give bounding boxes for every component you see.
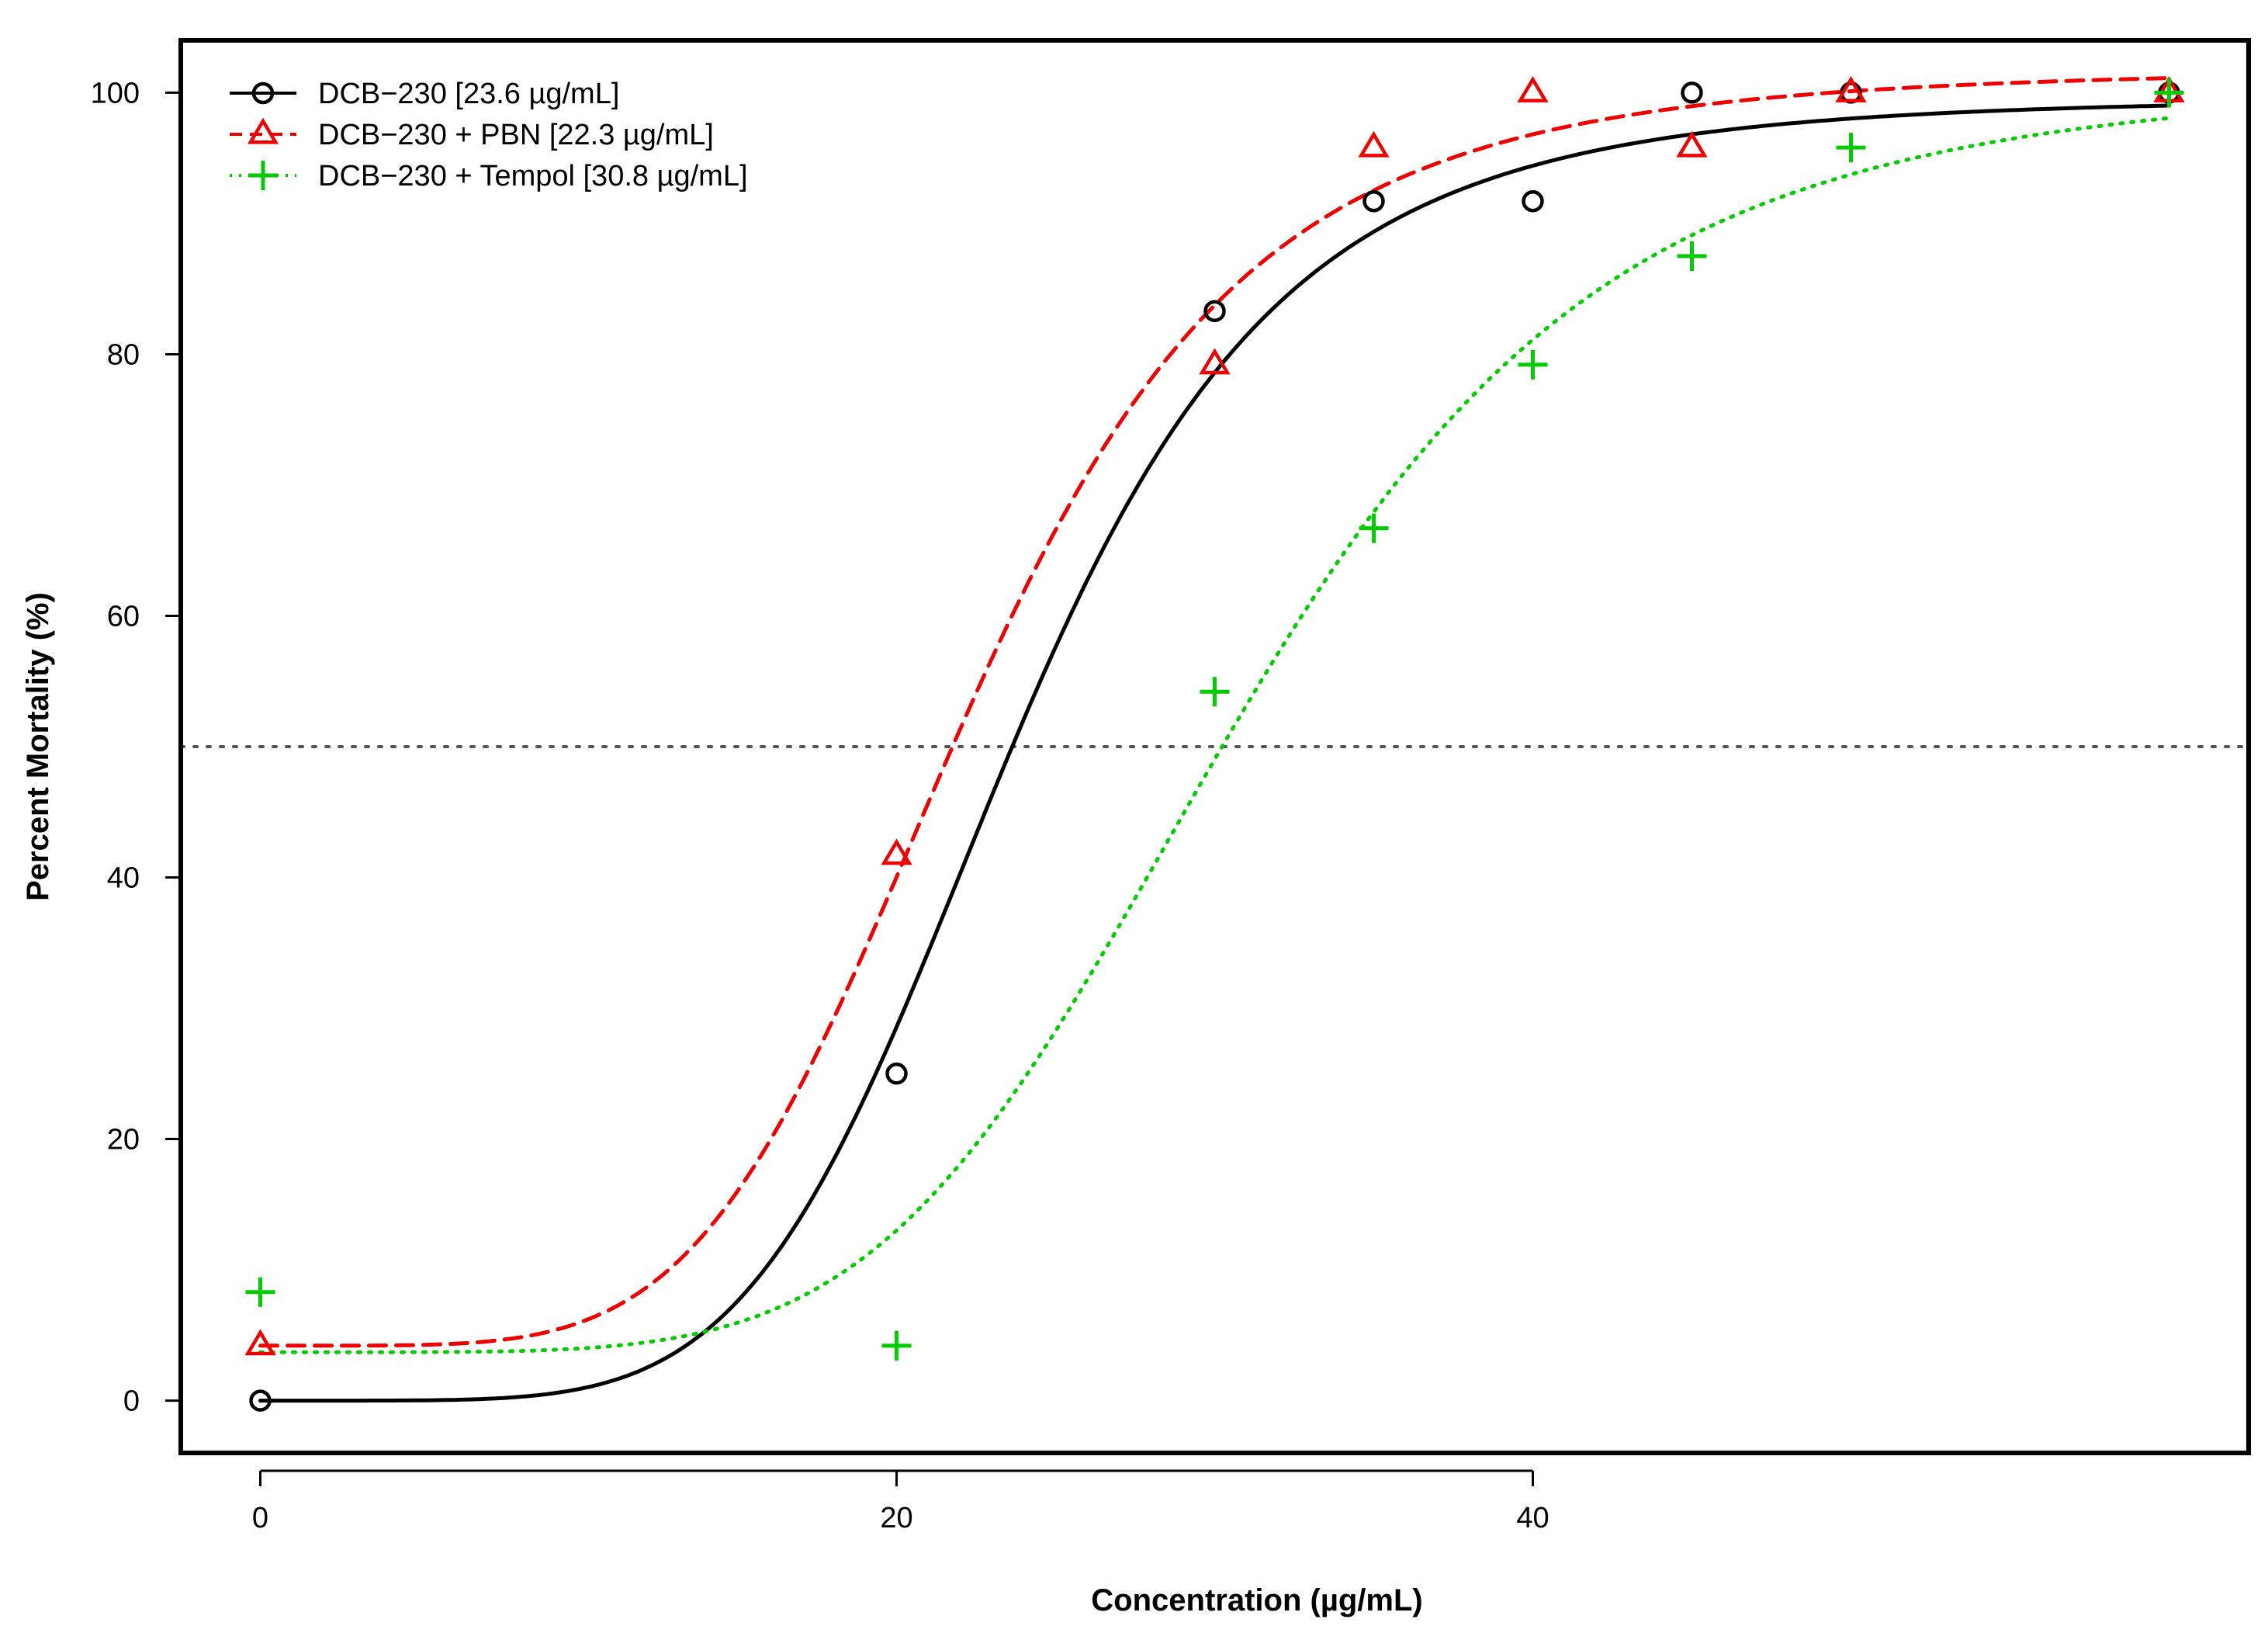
legend: DCB−230 [23.6 µg/mL] DCB−230 + PBN [22.3 … — [230, 78, 748, 192]
y-tick-label-20: 20 — [107, 1124, 140, 1156]
x-axis: 0 20 40 — [252, 1469, 1550, 1534]
legend-marker-series-3 — [248, 161, 278, 190]
point-series-3-8 — [2154, 78, 2184, 108]
point-series-3-1 — [245, 1277, 275, 1307]
y-tick-label-0: 0 — [123, 1385, 140, 1418]
point-series-1-6 — [1681, 81, 1703, 104]
point-series-2-6 — [1676, 130, 1708, 158]
point-series-3-3 — [1200, 677, 1230, 707]
point-series-1-2 — [885, 1063, 908, 1085]
legend-marker-series-1 — [251, 81, 275, 105]
y-axis: 0 20 40 60 80 100 — [91, 77, 182, 1418]
point-series-1-4 — [1363, 190, 1385, 213]
x-tick-label-40: 40 — [1516, 1502, 1549, 1534]
point-series-3-7 — [1836, 133, 1866, 163]
legend-label-series-3: DCB−230 + Tempol [30.8 µg/mL] — [318, 160, 748, 192]
y-axis-title: Percent Mortality (%) — [21, 592, 55, 901]
point-series-1-3 — [1203, 300, 1226, 323]
x-tick-label-0: 0 — [252, 1502, 268, 1534]
point-series-1-5 — [1522, 190, 1544, 213]
y-tick-label-40: 40 — [107, 862, 140, 895]
y-tick-label-100: 100 — [91, 77, 140, 109]
point-series-2-7 — [1835, 76, 1867, 102]
point-series-2-4 — [1358, 130, 1390, 158]
legend-label-series-2: DCB−230 + PBN [22.3 µg/mL] — [318, 119, 714, 151]
point-series-3-6 — [1677, 241, 1707, 272]
data-points — [244, 76, 2185, 1412]
legend-label-series-1: DCB−230 [23.6 µg/mL] — [318, 78, 619, 110]
point-series-2-2 — [881, 838, 912, 865]
point-series-2-3 — [1199, 348, 1231, 375]
y-tick-label-80: 80 — [107, 338, 140, 371]
point-series-2-1 — [244, 1329, 276, 1356]
point-series-3-4 — [1359, 513, 1389, 543]
x-axis-title: Concentration (µg/mL) — [1091, 1583, 1422, 1617]
point-series-3-2 — [881, 1330, 912, 1361]
point-series-1-1 — [249, 1389, 272, 1412]
legend-marker-series-2 — [247, 117, 279, 144]
fit-curve-series-2 — [258, 76, 2171, 1348]
point-series-3-5 — [1518, 349, 1548, 380]
point-series-2-5 — [1517, 76, 1549, 102]
fit-curve-series-3 — [258, 116, 2171, 1354]
y-tick-label-60: 60 — [107, 600, 140, 633]
x-tick-label-20: 20 — [880, 1502, 912, 1534]
